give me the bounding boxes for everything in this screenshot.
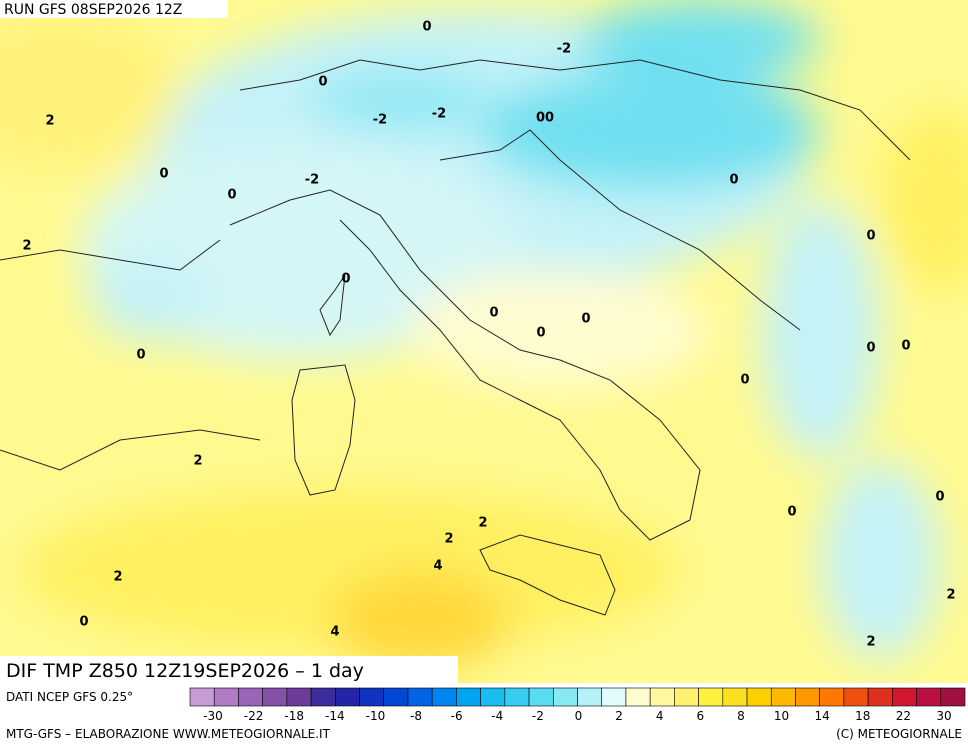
colorbar: -30 -22 -18 -14 -10 -8 -6 -4 -2 0 2 4 6 8 10 14 18 22 30 bbox=[189, 687, 966, 723]
colorbar-tick-label: 8 bbox=[737, 709, 745, 723]
contour-label: 2 bbox=[113, 570, 122, 585]
contour-label: 0 bbox=[159, 167, 168, 182]
contour-label: 0 bbox=[136, 348, 145, 363]
colorbar-tick-label: -6 bbox=[451, 709, 463, 723]
contour-label: 0 bbox=[422, 20, 431, 35]
colorbar-swatch bbox=[916, 687, 942, 707]
colorbar-swatch bbox=[577, 687, 603, 707]
colorbar-tick-label: 6 bbox=[697, 709, 705, 723]
contour-label: 0 bbox=[935, 490, 944, 505]
contour-label: 0 bbox=[740, 373, 749, 388]
contour-label: 0 bbox=[729, 173, 738, 188]
contour-label: 0 bbox=[489, 306, 498, 321]
colorbar-tick-label: 18 bbox=[855, 709, 870, 723]
colorbar-swatch bbox=[262, 687, 288, 707]
contour-label: 2 bbox=[45, 114, 54, 129]
colorbar-tick-label: 2 bbox=[615, 709, 623, 723]
colorbar-swatch bbox=[819, 687, 845, 707]
title-bg bbox=[0, 656, 458, 684]
colorbar-swatch bbox=[770, 687, 796, 707]
colorbar-swatch bbox=[456, 687, 481, 707]
colorbar-tick-label: 30 bbox=[936, 709, 951, 723]
colorbar-swatch bbox=[310, 687, 336, 707]
coastlines bbox=[0, 59, 911, 616]
colorbar-swatch bbox=[940, 687, 966, 707]
colorbar-swatch bbox=[189, 687, 215, 707]
colorbar-tick-label: -22 bbox=[244, 709, 264, 723]
footer-left: MTG-GFS – ELABORAZIONE WWW.METEOGIORNALE… bbox=[6, 727, 331, 741]
colorbar-swatch bbox=[674, 687, 699, 707]
colorbar-swatch bbox=[552, 687, 578, 707]
contour-label: 0 bbox=[581, 312, 590, 327]
contour-label: 2 bbox=[478, 516, 487, 531]
contour-label: 0 bbox=[866, 341, 875, 356]
colorbar-swatch bbox=[867, 687, 893, 707]
colorbar-swatch bbox=[528, 687, 554, 707]
contour-label: 0 bbox=[901, 339, 910, 354]
contour-label: 2 bbox=[444, 532, 453, 547]
contour-label: -2 bbox=[432, 107, 446, 122]
colorbar-swatch bbox=[407, 687, 433, 707]
colorbar-swatch bbox=[286, 687, 312, 707]
contour-label: 2 bbox=[193, 454, 202, 469]
contour-label: 00 bbox=[536, 111, 554, 126]
colorbar-swatch bbox=[213, 687, 239, 707]
colorbar-tick-label: -14 bbox=[325, 709, 345, 723]
contour-label: -2 bbox=[373, 113, 387, 128]
colorbar-swatch bbox=[722, 687, 748, 707]
colorbar-tick-label: -10 bbox=[366, 709, 386, 723]
contour-label: 0 bbox=[341, 272, 350, 287]
contour-label: -2 bbox=[557, 42, 571, 57]
colorbar-swatch bbox=[359, 687, 385, 707]
contour-label: 2 bbox=[866, 635, 875, 650]
header-bg bbox=[0, 0, 228, 18]
contour-label: 2 bbox=[946, 588, 955, 603]
colorbar-swatch bbox=[504, 687, 530, 707]
map-title: DIF TMP Z850 12Z19SEP2026 – 1 day bbox=[6, 660, 364, 682]
colorbar-swatch bbox=[480, 687, 506, 707]
contour-label: -2 bbox=[305, 173, 319, 188]
contour-label: 0 bbox=[79, 615, 88, 630]
source-label: DATI NCEP GFS 0.25° bbox=[6, 690, 133, 704]
footer-right: (C) METEOGIORNALE bbox=[836, 727, 962, 741]
colorbar-tick-label: -2 bbox=[532, 709, 544, 723]
contour-label: 0 bbox=[318, 75, 327, 90]
colorbar-swatch bbox=[746, 687, 772, 707]
colorbar-tick-label: -4 bbox=[491, 709, 503, 723]
colorbar-tick-label: -8 bbox=[410, 709, 422, 723]
colorbar-swatch bbox=[795, 687, 820, 707]
colorbar-swatch bbox=[383, 687, 409, 707]
colorbar-tick-label: 22 bbox=[896, 709, 911, 723]
contour-label: 4 bbox=[433, 559, 442, 574]
colorbar-swatch bbox=[431, 687, 457, 707]
contour-label: 0 bbox=[536, 326, 545, 341]
contour-label: 4 bbox=[330, 625, 339, 640]
colorbar-swatch bbox=[601, 687, 627, 707]
run-label: RUN GFS 08SEP2026 12Z bbox=[4, 2, 182, 18]
colorbar-tick-label: -30 bbox=[203, 709, 223, 723]
colorbar-swatch bbox=[698, 687, 724, 707]
contour-label: 2 bbox=[22, 239, 31, 254]
colorbar-swatch bbox=[892, 687, 917, 707]
colorbar-swatch bbox=[335, 687, 360, 707]
colorbar-swatch bbox=[238, 687, 263, 707]
colorbar-tick-label: -18 bbox=[284, 709, 304, 723]
colorbar-tick-label: 10 bbox=[774, 709, 789, 723]
contour-label: 0 bbox=[787, 505, 796, 520]
colorbar-swatch bbox=[649, 687, 675, 707]
contour-label: 0 bbox=[866, 229, 875, 244]
colorbar-tick-label: 0 bbox=[575, 709, 583, 723]
contour-label: 0 bbox=[227, 188, 236, 203]
colorbar-swatch bbox=[625, 687, 651, 707]
colorbar-tick-label: 4 bbox=[656, 709, 664, 723]
colorbar-swatch bbox=[843, 687, 869, 707]
colorbar-tick-label: 14 bbox=[815, 709, 830, 723]
